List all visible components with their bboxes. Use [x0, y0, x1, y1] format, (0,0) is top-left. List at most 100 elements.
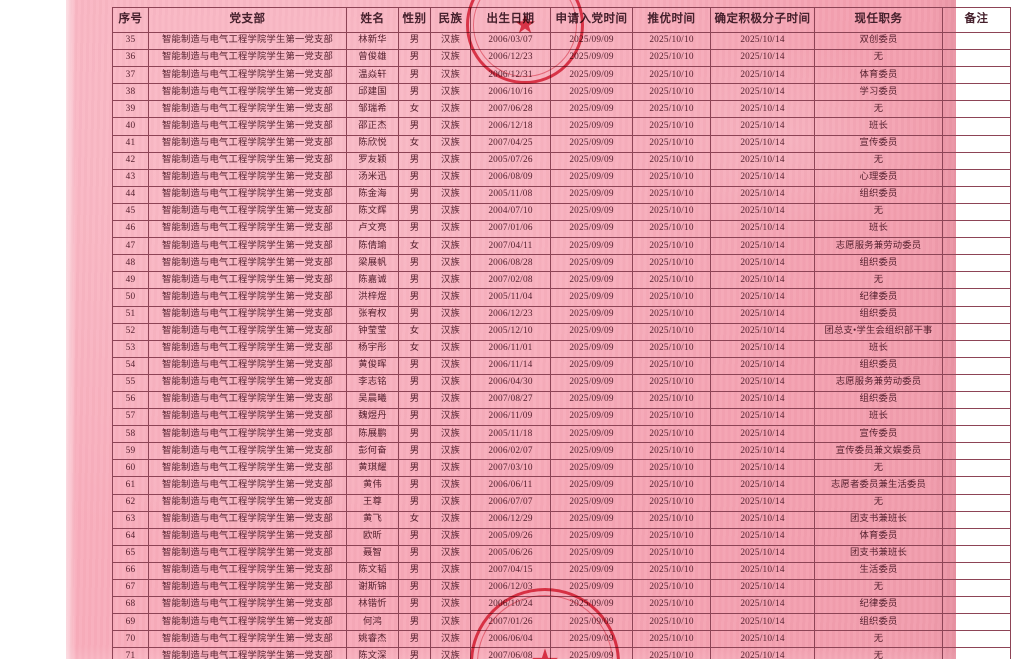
cell-apply-date: 2025/09/09	[550, 459, 633, 478]
cell-branch: 智能制造与电气工程学院学生第一党支部	[148, 220, 347, 239]
cell-birth-date: 2007/01/26	[470, 613, 551, 632]
cell-position: 学习委员	[814, 83, 943, 102]
cell-sex: 女	[398, 237, 431, 256]
cell-apply-date: 2025/09/09	[550, 254, 633, 273]
table-row: 52 智能制造与电气工程学院学生第一党支部 钟莹莹女汉族 2005/12/10 2025…	[112, 322, 1011, 341]
cell-apply-date: 2025/09/09	[550, 151, 633, 170]
cell-seq: 46	[112, 220, 149, 239]
cell-note	[942, 271, 1011, 290]
cell-seq: 35	[112, 31, 149, 51]
cell-position: 心理委员	[814, 168, 943, 187]
cell-recommend-date: 2025/10/10	[632, 561, 711, 581]
table-row: 47 智能制造与电气工程学院学生第一党支部 陈倩瑜女汉族 2007/04/11 2025…	[112, 237, 1011, 256]
cell-recommend-date: 2025/10/10	[632, 373, 711, 392]
cell-nation: 汉族	[430, 510, 471, 529]
cell-sex: 女	[398, 100, 431, 119]
table-row: 68 智能制造与电气工程学院学生第一党支部 林锴忻男汉族 2006/10/24 2025…	[112, 596, 1011, 615]
cell-apply-date: 2025/09/09	[550, 322, 633, 341]
cell-note	[942, 647, 1011, 659]
cell-activist-date: 2025/10/14	[710, 408, 815, 427]
cell-recommend-date: 2025/10/10	[632, 408, 711, 427]
table-row: 58 智能制造与电气工程学院学生第一党支部 陈展鹏男汉族 2005/11/18 2025…	[112, 425, 1011, 444]
cell-name: 杨宇彤	[346, 339, 399, 358]
cell-activist-date: 2025/10/14	[710, 151, 815, 170]
cell-seq: 39	[112, 100, 149, 119]
cell-nation: 汉族	[430, 271, 471, 290]
table-row: 62 智能制造与电气工程学院学生第一党支部 王尊男汉族 2006/07/07 2025/…	[112, 493, 1011, 512]
cell-seq: 37	[112, 66, 149, 85]
cell-name: 欧昕	[346, 527, 399, 546]
cell-recommend-date: 2025/10/10	[632, 442, 711, 461]
table-row: 60 智能制造与电气工程学院学生第一党支部 黄琪耀男汉族 2007/03/10 2025…	[112, 459, 1011, 478]
cell-nation: 汉族	[430, 305, 471, 324]
cell-activist-date: 2025/10/14	[710, 425, 815, 444]
cell-apply-date: 2025/09/09	[550, 544, 633, 563]
cell-seq: 38	[112, 83, 149, 102]
cell-recommend-date: 2025/10/10	[632, 49, 711, 68]
cell-branch: 智能制造与电气工程学院学生第一党支部	[148, 117, 347, 136]
cell-apply-date: 2025/09/09	[550, 476, 633, 495]
cell-name: 邱建国	[346, 83, 399, 102]
cell-nation: 汉族	[430, 408, 471, 427]
cell-seq: 67	[112, 578, 149, 598]
cell-branch: 智能制造与电气工程学院学生第一党支部	[148, 561, 347, 581]
cell-apply-date: 2025/09/09	[550, 134, 633, 153]
cell-note	[942, 476, 1011, 495]
cell-sex: 男	[398, 168, 431, 187]
cell-name: 陈文深	[346, 647, 399, 659]
cell-branch: 智能制造与电气工程学院学生第一党支部	[148, 339, 347, 358]
cell-name: 罗友颖	[346, 151, 399, 170]
cell-recommend-date: 2025/10/10	[632, 254, 711, 273]
cell-note	[942, 83, 1011, 102]
cell-name: 汤米迅	[346, 168, 399, 187]
cell-birth-date: 2006/11/01	[470, 339, 551, 358]
cell-seq: 41	[112, 134, 149, 153]
cell-sex: 男	[398, 408, 431, 427]
cell-sex: 男	[398, 527, 431, 546]
column-header-nation: 民族	[430, 7, 471, 33]
cell-birth-date: 2006/10/24	[470, 596, 551, 615]
cell-branch: 智能制造与电气工程学院学生第一党支部	[148, 151, 347, 170]
cell-note	[942, 493, 1011, 512]
cell-branch: 智能制造与电气工程学院学生第一党支部	[148, 578, 347, 598]
cell-branch: 智能制造与电气工程学院学生第一党支部	[148, 442, 347, 461]
cell-nation: 汉族	[430, 49, 471, 68]
cell-sex: 男	[398, 544, 431, 563]
cell-position: 组织委员	[814, 185, 943, 204]
column-header-recommend-date: 推优时间	[632, 7, 711, 33]
cell-activist-date: 2025/10/14	[710, 647, 815, 659]
cell-note	[942, 630, 1011, 649]
cell-nation: 汉族	[430, 66, 471, 85]
cell-birth-date: 2006/11/09	[470, 408, 551, 427]
cell-activist-date: 2025/10/14	[710, 578, 815, 598]
cell-seq: 56	[112, 390, 149, 410]
cell-position: 组织委员	[814, 613, 943, 632]
cell-seq: 45	[112, 202, 149, 222]
cell-branch: 智能制造与电气工程学院学生第一党支部	[148, 49, 347, 68]
cell-note	[942, 151, 1011, 170]
cell-birth-date: 2006/07/07	[470, 493, 551, 512]
cell-name: 黄俊晖	[346, 356, 399, 375]
cell-apply-date: 2025/09/09	[550, 578, 633, 598]
cell-name: 林新华	[346, 31, 399, 51]
cell-birth-date: 2006/06/04	[470, 630, 551, 649]
cell-recommend-date: 2025/10/10	[632, 630, 711, 649]
cell-position: 班长	[814, 117, 943, 136]
cell-seq: 43	[112, 168, 149, 187]
cell-sex: 男	[398, 185, 431, 204]
cell-apply-date: 2025/09/09	[550, 510, 633, 529]
cell-note	[942, 237, 1011, 256]
cell-branch: 智能制造与电气工程学院学生第一党支部	[148, 134, 347, 153]
cell-birth-date: 2006/12/03	[470, 578, 551, 598]
cell-sex: 男	[398, 49, 431, 68]
cell-activist-date: 2025/10/14	[710, 476, 815, 495]
cell-position: 生活委员	[814, 561, 943, 581]
cell-sex: 女	[398, 322, 431, 341]
cell-recommend-date: 2025/10/10	[632, 356, 711, 375]
cell-sex: 女	[398, 510, 431, 529]
cell-position: 组织委员	[814, 390, 943, 410]
table-row: 69 智能制造与电气工程学院学生第一党支部 何鸿男汉族 2007/01/26 2025/…	[112, 613, 1011, 632]
cell-seq: 68	[112, 596, 149, 615]
cell-seq: 42	[112, 151, 149, 170]
cell-nation: 汉族	[430, 442, 471, 461]
